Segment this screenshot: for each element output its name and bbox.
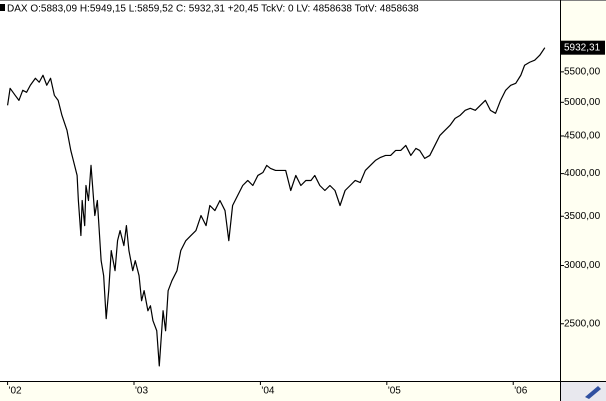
price-line [6, 47, 546, 367]
last-price-box [561, 40, 605, 55]
y-tick-label: 4000,00 [564, 168, 601, 179]
header-text: DAX O:5883,09 H:5949,15 L:5859,52 C: 593… [7, 4, 419, 15]
y-tick-label: 5500,00 [564, 67, 601, 78]
x-tick-label: '02 [9, 386, 22, 397]
corner-button[interactable] [561, 382, 606, 401]
y-tick-label: 3000,00 [564, 260, 601, 271]
x-tick-label: '03 [135, 386, 148, 397]
header-marker [0, 4, 5, 11]
y-tick-label: 2500,00 [564, 318, 601, 329]
pencil-icon [585, 386, 601, 399]
y-axis-area [560, 0, 606, 401]
x-tick-label: '04 [261, 386, 274, 397]
last-price-label: 5932,31 [564, 42, 601, 53]
x-tick-label: '06 [514, 386, 527, 397]
y-tick-label: 5000,00 [564, 97, 601, 108]
x-tick-label: '05 [388, 386, 401, 397]
x-axis-area [0, 381, 606, 401]
y-tick-label: 4500,00 [564, 131, 601, 142]
y-tick-label: 3500,00 [564, 211, 601, 222]
